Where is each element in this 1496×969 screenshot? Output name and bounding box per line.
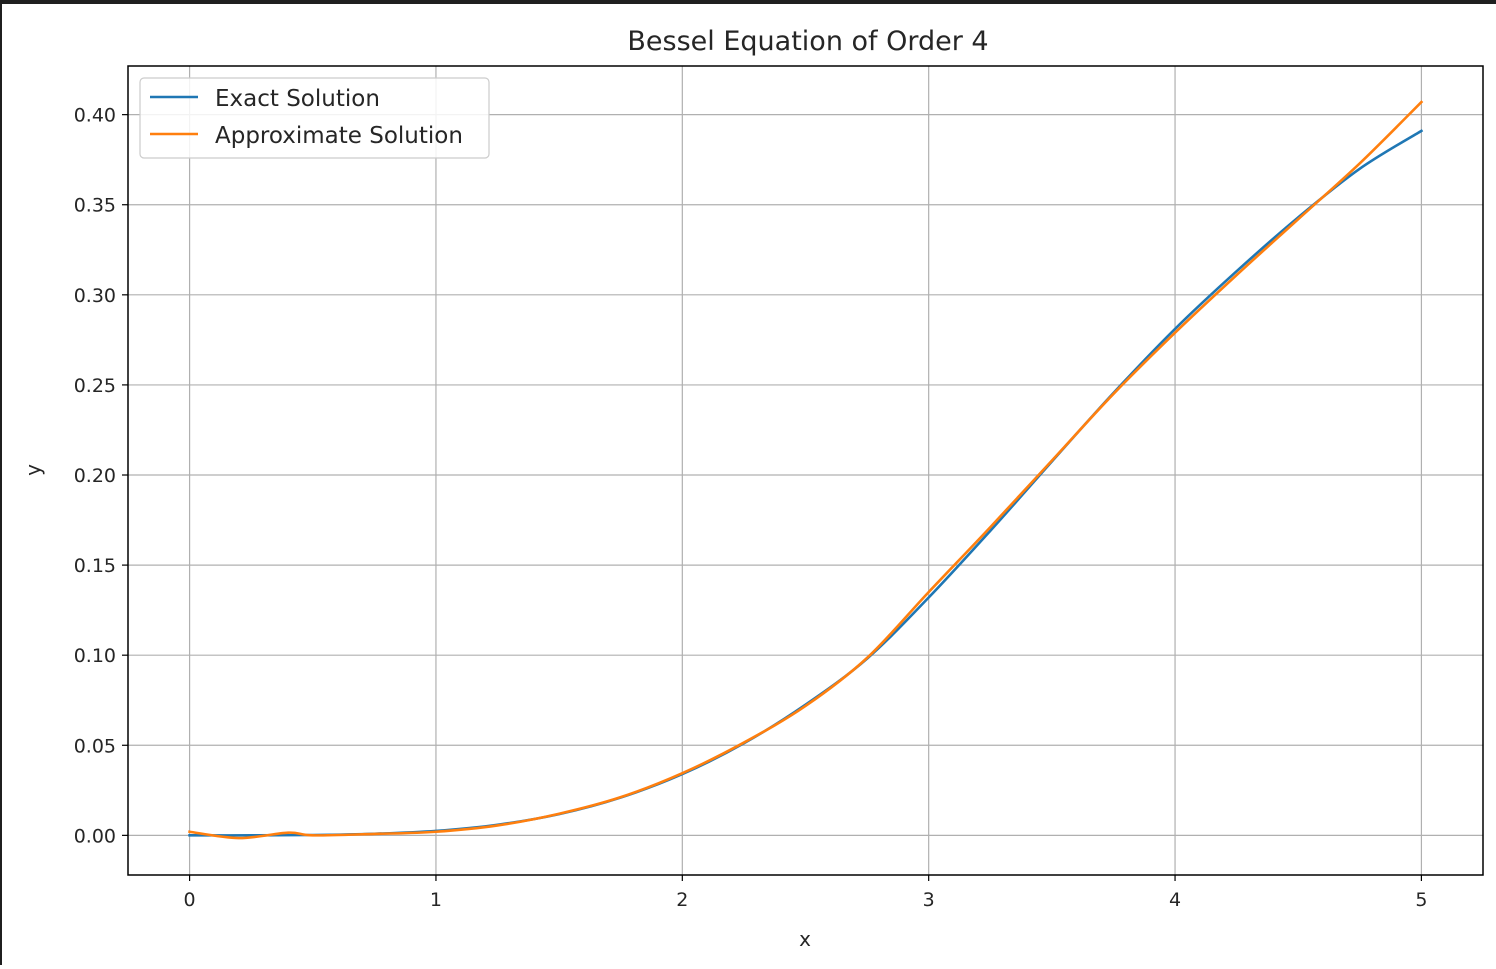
- chart-title: Bessel Equation of Order 4: [627, 26, 988, 57]
- y-tick-label: 0.25: [74, 375, 116, 397]
- x-tick-label: 0: [184, 889, 196, 911]
- y-tick-label: 0.05: [74, 735, 116, 757]
- y-tick-label: 0.20: [74, 465, 116, 487]
- series-line-approximate-solution: [188, 100, 1424, 840]
- y-axis-label: y: [21, 464, 45, 476]
- y-tick-label: 0.10: [74, 645, 116, 667]
- y-tick-label: 0.30: [74, 285, 116, 307]
- plot-area: [127, 65, 1484, 876]
- y-tick-label: 0.15: [74, 555, 116, 577]
- x-tick-label: 3: [923, 889, 935, 911]
- y-tick-label: 0.00: [74, 825, 116, 847]
- legend-label-approx: Approximate Solution: [215, 123, 463, 149]
- y-tick-label: 0.40: [74, 105, 116, 127]
- y-axis-ticks: 0.00 0.05 0.10 0.15 0.20 0.25 0.30 0.35 0.40: [74, 105, 128, 847]
- x-tick-label: 5: [1415, 889, 1427, 911]
- series-line-exact-solution: [188, 129, 1424, 837]
- series-lines: [188, 100, 1424, 840]
- x-tick-label: 1: [430, 889, 442, 911]
- legend-label-exact: Exact Solution: [215, 86, 380, 112]
- legend: Exact Solution Approximate Solution: [139, 77, 490, 159]
- x-tick-label: 4: [1169, 889, 1181, 911]
- y-tick-label: 0.35: [74, 195, 116, 217]
- legend-box: [139, 77, 490, 159]
- x-axis-label: x: [799, 927, 811, 951]
- x-axis-ticks: 0 1 2 3 4 5: [184, 875, 1427, 911]
- grid: [128, 66, 1483, 875]
- x-tick-label: 2: [676, 889, 688, 911]
